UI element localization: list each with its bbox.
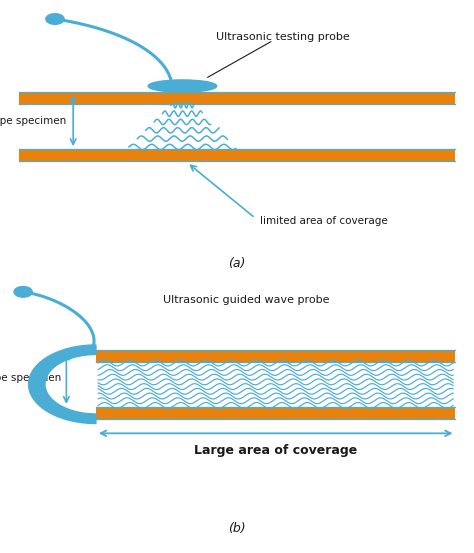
Text: Ultrasonic testing probe: Ultrasonic testing probe (216, 32, 349, 42)
Bar (96, 349, 456, 362)
Text: limited area of coverage: limited area of coverage (260, 216, 388, 226)
Bar (18, 149, 456, 161)
Ellipse shape (148, 80, 217, 92)
Text: pipe specimen: pipe specimen (0, 116, 66, 126)
Text: (a): (a) (228, 257, 246, 270)
Text: Large area of coverage: Large area of coverage (194, 444, 357, 457)
Text: (b): (b) (228, 523, 246, 535)
Circle shape (14, 286, 32, 297)
Bar (18, 92, 456, 104)
Circle shape (46, 14, 64, 24)
Bar (96, 407, 456, 419)
Polygon shape (28, 345, 96, 424)
Text: pipe specimen: pipe specimen (0, 373, 61, 383)
Text: Ultrasonic guided wave probe: Ultrasonic guided wave probe (163, 295, 329, 305)
